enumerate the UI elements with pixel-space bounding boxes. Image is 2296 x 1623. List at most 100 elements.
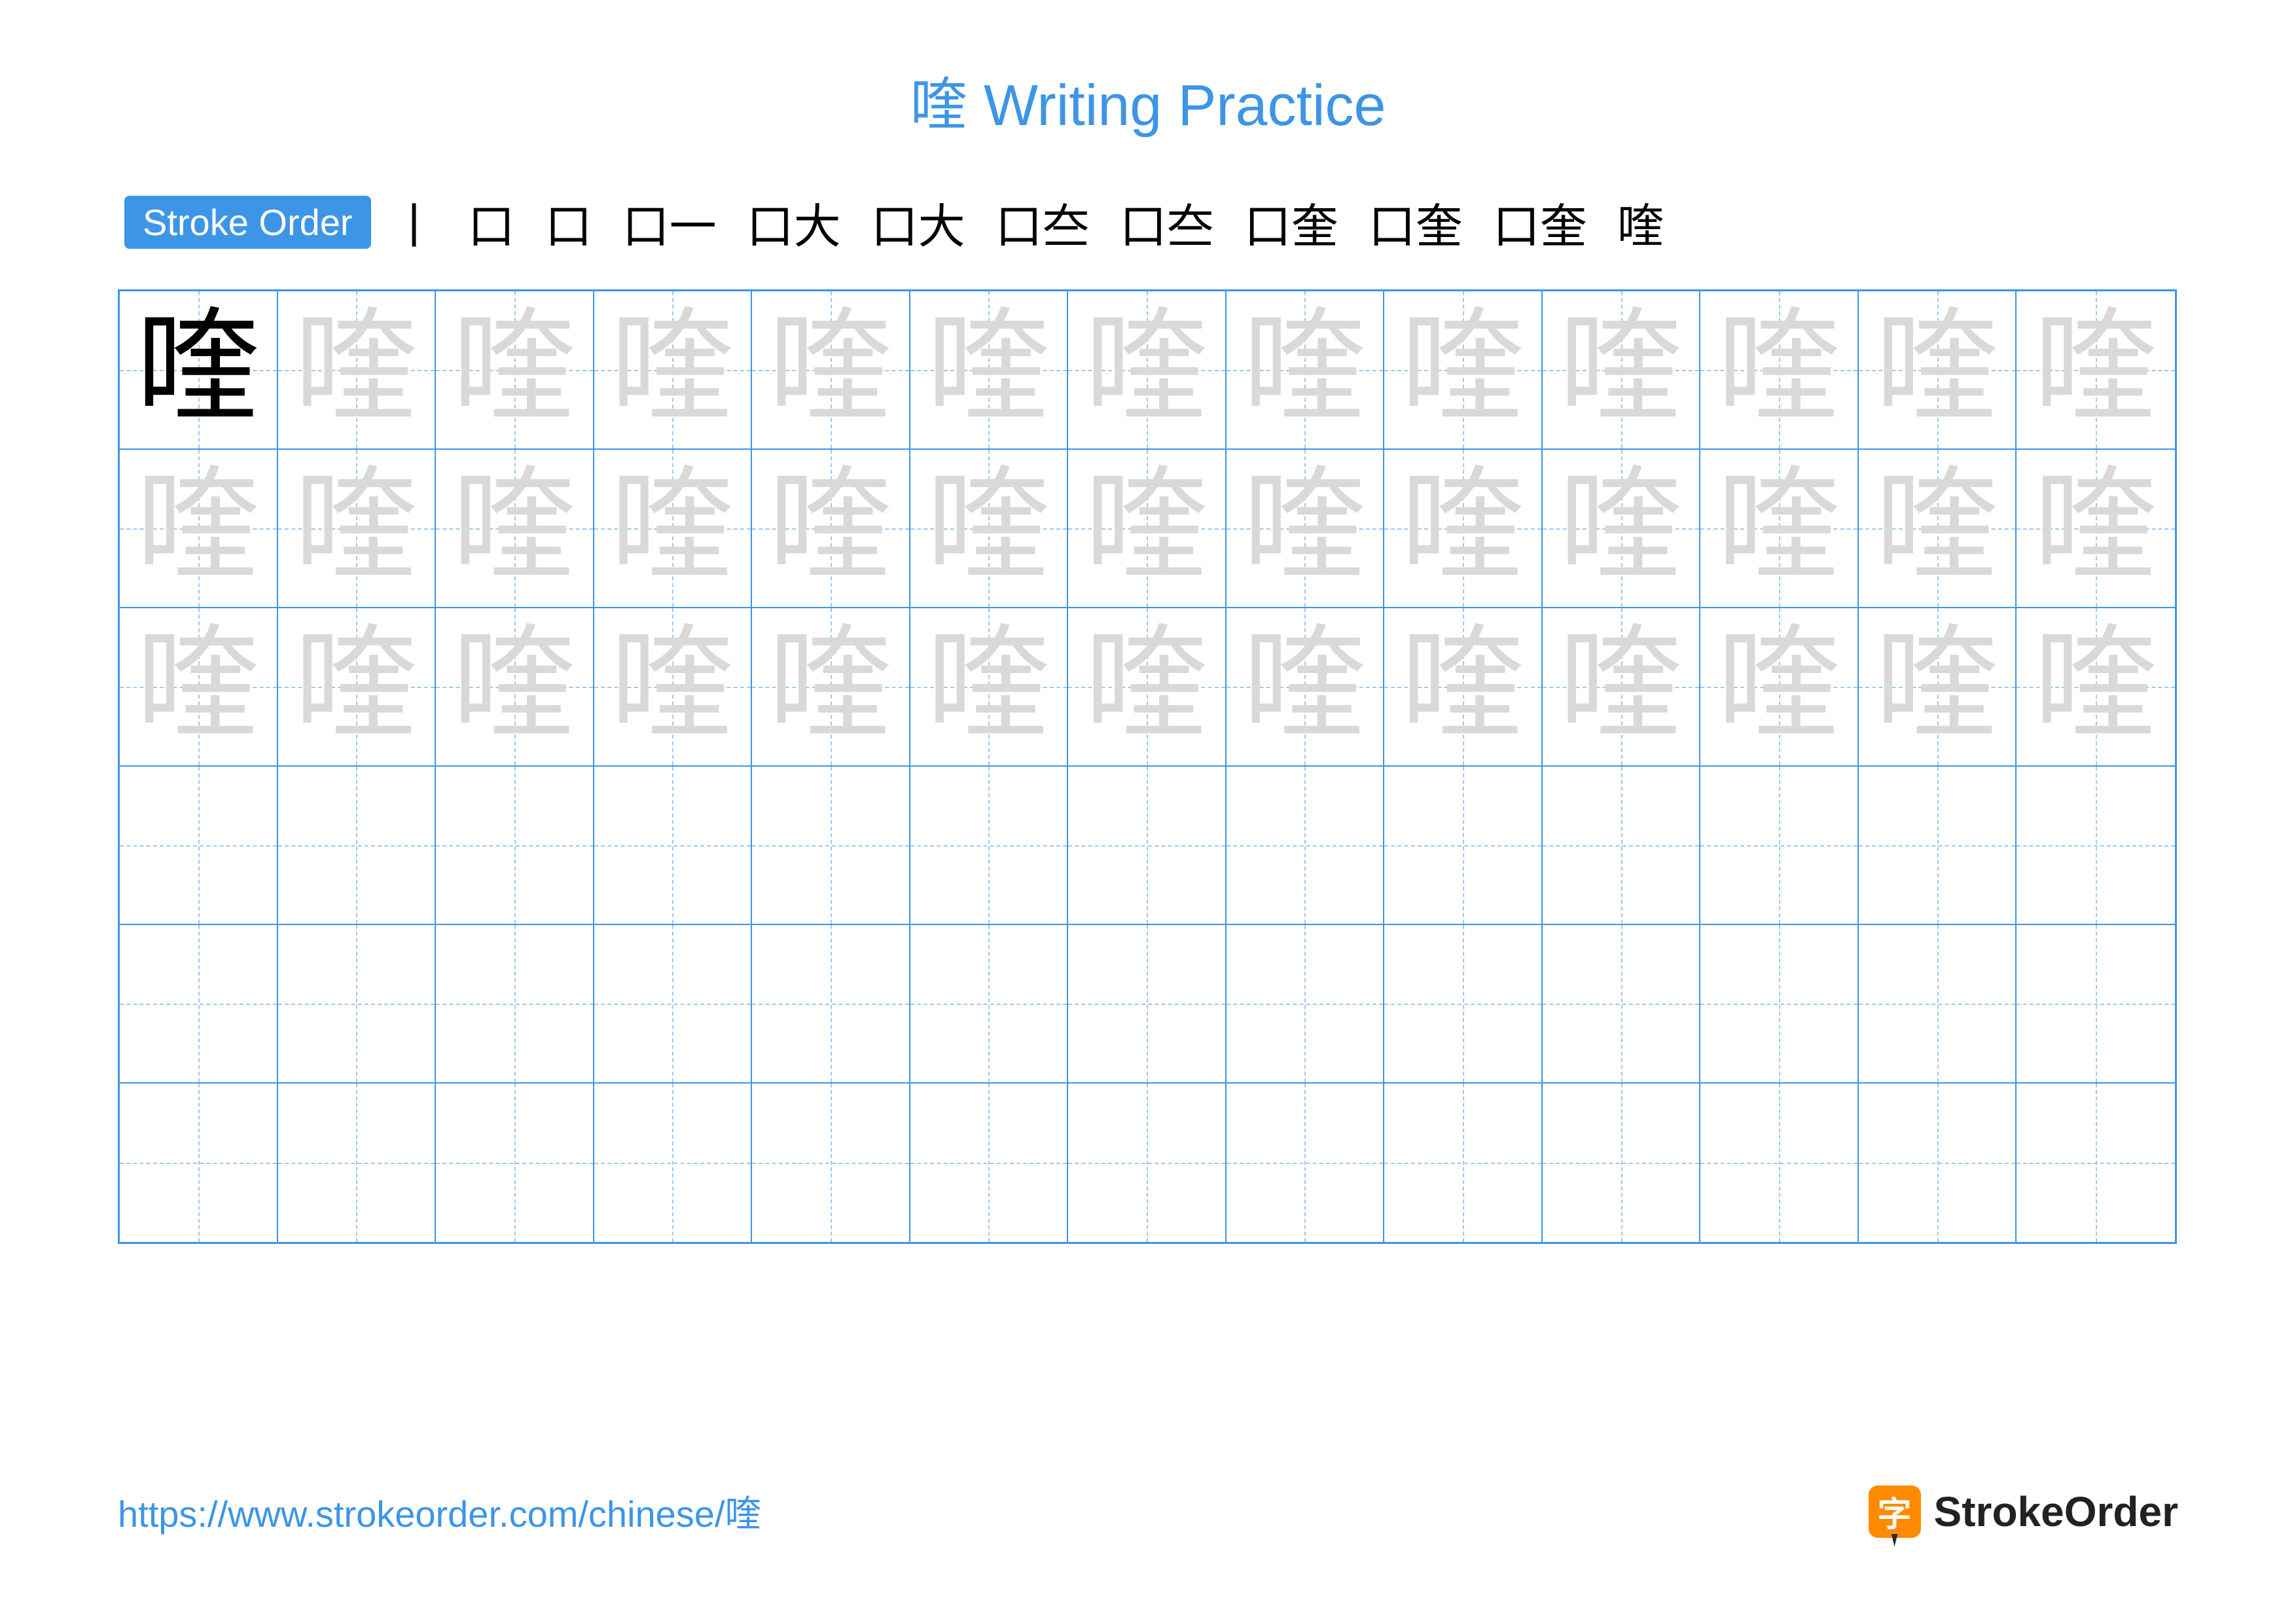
grid-cell — [1384, 1084, 1543, 1242]
grid-cell — [1227, 767, 1385, 925]
trace-character: 喹 — [1875, 308, 2000, 432]
trace-character: 喹 — [1401, 625, 1525, 749]
grid-row — [120, 1084, 2175, 1242]
trace-character: 喹 — [926, 625, 1050, 749]
grid-cell: 喹 — [910, 291, 1069, 450]
grid-cell: 喹 — [1859, 608, 2017, 767]
trace-character: 喹 — [294, 466, 418, 591]
trace-character: 喹 — [2034, 308, 2158, 432]
trace-character: 喹 — [610, 625, 734, 749]
trace-character: 喹 — [926, 466, 1050, 591]
trace-character: 喹 — [452, 308, 577, 432]
grid-cell — [120, 925, 278, 1084]
footer: https://www.strokeorder.com/chinese/喹 字 … — [118, 1485, 2178, 1538]
trace-character: 喹 — [610, 308, 734, 432]
trace-character: 喹 — [768, 308, 893, 432]
grid-cell: 喹 — [436, 450, 594, 608]
trace-character: 喹 — [926, 308, 1050, 432]
grid-cell: 喹 — [2017, 291, 2175, 450]
grid-cell — [1859, 925, 2017, 1084]
grid-row — [120, 767, 2175, 925]
trace-character: 喹 — [294, 625, 418, 749]
trace-character: 喹 — [2034, 625, 2158, 749]
grid-cell: 喹 — [1227, 608, 1385, 767]
page-title: 喹 Writing Practice — [118, 59, 2178, 142]
stroke-step: 口奎 — [1369, 188, 1463, 257]
trace-character: 喹 — [452, 466, 577, 591]
grid-cell: 喹 — [120, 450, 278, 608]
trace-character: 喹 — [2034, 466, 2158, 591]
grid-cell — [752, 925, 910, 1084]
grid-cell — [436, 1084, 594, 1242]
trace-character: 喹 — [1401, 466, 1525, 591]
trace-character: 喹 — [768, 625, 893, 749]
trace-character: 喹 — [294, 308, 418, 432]
grid-cell: 喹 — [120, 608, 278, 767]
grid-cell — [1384, 925, 1543, 1084]
grid-row: 喹喹喹喹喹喹喹喹喹喹喹喹喹 — [120, 608, 2175, 767]
stroke-step: 口奎 — [1244, 188, 1338, 257]
grid-cell: 喹 — [436, 608, 594, 767]
trace-character: 喹 — [1085, 466, 1209, 591]
grid-cell — [594, 767, 753, 925]
trace-character: 喹 — [1085, 308, 1209, 432]
trace-character: 喹 — [1242, 625, 1367, 749]
grid-cell: 喹 — [910, 450, 1069, 608]
grid-cell: 喹 — [594, 608, 753, 767]
grid-cell: 喹 — [1227, 291, 1385, 450]
stroke-order-row: Stroke Order 丨口口口一口大口大口夳口夳口奎口奎口奎喹 — [118, 188, 2178, 257]
grid-cell — [752, 767, 910, 925]
trace-character: 喹 — [1717, 625, 1841, 749]
grid-cell: 喹 — [1700, 608, 1859, 767]
grid-cell: 喹 — [278, 608, 437, 767]
grid-cell — [910, 1084, 1069, 1242]
grid-cell — [120, 767, 278, 925]
title-suffix: Writing Practice — [968, 73, 1386, 137]
title-char: 喹 — [910, 73, 967, 137]
grid-cell: 喹 — [1384, 450, 1543, 608]
trace-character: 喹 — [1242, 308, 1367, 432]
grid-cell: 喹 — [1859, 450, 2017, 608]
trace-character: 喹 — [136, 625, 260, 749]
trace-character: 喹 — [1085, 625, 1209, 749]
grid-cell: 喹 — [1700, 450, 1859, 608]
stroke-step: 口 — [545, 188, 592, 257]
grid-row — [120, 925, 2175, 1084]
trace-character: 喹 — [1559, 625, 1683, 749]
grid-cell: 喹 — [278, 450, 437, 608]
grid-cell: 喹 — [1068, 608, 1227, 767]
brand-icon: 字 — [1869, 1486, 1921, 1538]
grid-cell — [2017, 1084, 2175, 1242]
grid-row: 喹喹喹喹喹喹喹喹喹喹喹喹喹 — [120, 450, 2175, 608]
grid-cell: 喹 — [436, 291, 594, 450]
trace-character: 喹 — [452, 625, 577, 749]
grid-cell — [1859, 1084, 2017, 1242]
grid-cell — [1543, 1084, 1701, 1242]
grid-cell: 喹 — [278, 291, 437, 450]
stroke-step: 口一 — [622, 188, 717, 257]
grid-cell: 喹 — [1384, 608, 1543, 767]
source-url: https://www.strokeorder.com/chinese/喹 — [118, 1485, 762, 1538]
stroke-step: 口夳 — [996, 188, 1090, 257]
grid-cell: 喹 — [1384, 291, 1543, 450]
grid-cell: 喹 — [594, 291, 753, 450]
grid-row: 喹喹喹喹喹喹喹喹喹喹喹喹喹 — [120, 291, 2175, 450]
stroke-step: 口大 — [747, 188, 841, 257]
grid-cell: 喹 — [752, 608, 910, 767]
stroke-order-sequence: 丨口口口一口大口大口夳口夳口奎口奎口奎喹 — [391, 188, 1664, 257]
grid-cell: 喹 — [910, 608, 1069, 767]
grid-cell: 喹 — [2017, 608, 2175, 767]
grid-cell: 喹 — [1068, 450, 1227, 608]
trace-character: 喹 — [1559, 308, 1683, 432]
brand-text: StrokeOrder — [1934, 1487, 2178, 1536]
grid-cell — [594, 925, 753, 1084]
stroke-step: 口夳 — [1120, 188, 1214, 257]
trace-character: 喹 — [1717, 308, 1841, 432]
grid-cell — [594, 1084, 753, 1242]
stroke-order-label: Stroke Order — [124, 196, 371, 249]
stroke-step: 丨 — [391, 188, 438, 257]
grid-cell: 喹 — [1543, 291, 1701, 450]
trace-character: 喹 — [1559, 466, 1683, 591]
grid-cell — [1700, 925, 1859, 1084]
trace-character: 喹 — [610, 466, 734, 591]
